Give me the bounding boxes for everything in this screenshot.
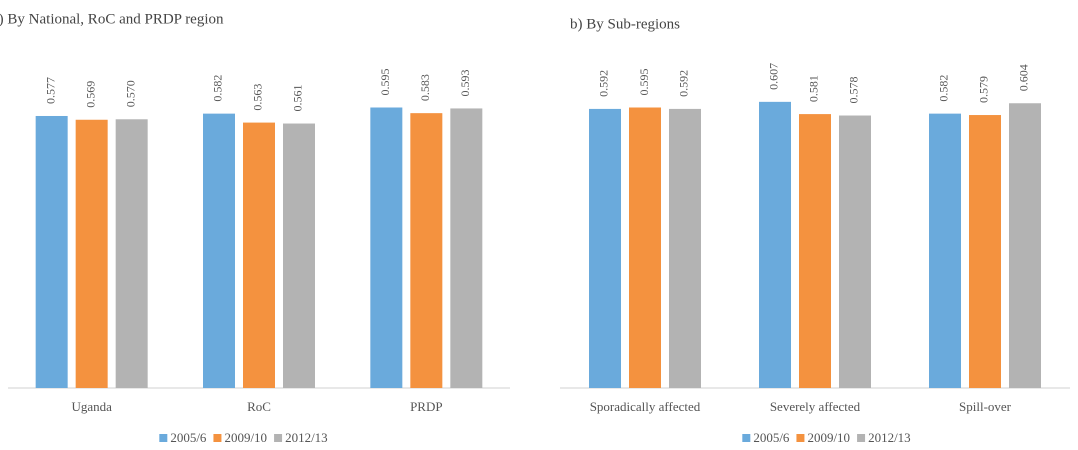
bar bbox=[283, 123, 315, 389]
bar bbox=[35, 115, 68, 388]
legend-swatch bbox=[796, 434, 805, 442]
value-label: 0.595 bbox=[637, 69, 651, 96]
value-label: 0.607 bbox=[767, 63, 781, 90]
value-label: 0.583 bbox=[418, 74, 432, 101]
x-tick-label: PRDP bbox=[410, 399, 443, 414]
value-label: 0.582 bbox=[211, 75, 225, 102]
value-label: 0.592 bbox=[677, 70, 691, 97]
bar bbox=[1009, 103, 1041, 388]
legend: 2005/6 2009/10 2012/13 bbox=[159, 430, 328, 445]
value-label: 0.563 bbox=[251, 84, 265, 111]
value-label: 0.570 bbox=[123, 80, 137, 107]
value-label: 0.578 bbox=[847, 77, 861, 104]
bar bbox=[75, 119, 108, 388]
chart-title: b) By Sub-regions bbox=[570, 16, 680, 32]
bar bbox=[629, 107, 661, 388]
legend-swatch bbox=[857, 434, 866, 442]
bar bbox=[370, 107, 403, 388]
x-tick-label: Sporadically affected bbox=[590, 399, 701, 414]
legend-label: 2005/6 bbox=[170, 430, 207, 445]
value-label: 0.593 bbox=[458, 69, 472, 96]
value-label: 0.577 bbox=[43, 77, 57, 104]
legend: 2005/6 2009/10 2012/13 bbox=[742, 430, 911, 445]
bar bbox=[589, 108, 621, 389]
legend-label: 2005/6 bbox=[753, 430, 790, 445]
legend-label: 2009/10 bbox=[224, 430, 267, 445]
bar bbox=[450, 108, 483, 388]
legend-swatch bbox=[742, 434, 751, 442]
value-label: 0.595 bbox=[378, 69, 392, 96]
x-tick-label: Spill-over bbox=[959, 399, 1012, 414]
value-label: 0.581 bbox=[807, 75, 821, 102]
value-label: 0.579 bbox=[977, 76, 991, 103]
value-label: 0.582 bbox=[937, 75, 951, 102]
legend-label: 2012/13 bbox=[868, 430, 911, 445]
legend-swatch bbox=[159, 434, 168, 442]
legend-swatch bbox=[274, 434, 283, 442]
chart-title: a) By National, RoC and PRDP region bbox=[0, 11, 224, 27]
value-label: 0.569 bbox=[83, 81, 97, 108]
bar bbox=[243, 122, 275, 388]
bar bbox=[759, 101, 791, 388]
value-label: 0.561 bbox=[291, 85, 305, 112]
bar bbox=[203, 113, 235, 388]
value-label: 0.604 bbox=[1017, 64, 1031, 91]
bar bbox=[115, 119, 148, 389]
bar bbox=[410, 113, 443, 389]
legend-label: 2012/13 bbox=[285, 430, 328, 445]
bar bbox=[839, 115, 871, 388]
bar bbox=[669, 108, 701, 389]
legend-label: 2009/10 bbox=[807, 430, 850, 445]
legend-swatch bbox=[213, 434, 222, 442]
x-tick-label: Severely affected bbox=[770, 399, 861, 414]
bar bbox=[929, 113, 961, 388]
x-tick-label: RoC bbox=[247, 399, 271, 414]
bar bbox=[799, 114, 831, 388]
x-tick-label: Uganda bbox=[71, 399, 112, 414]
value-label: 0.592 bbox=[597, 70, 611, 97]
bar bbox=[969, 115, 1001, 389]
